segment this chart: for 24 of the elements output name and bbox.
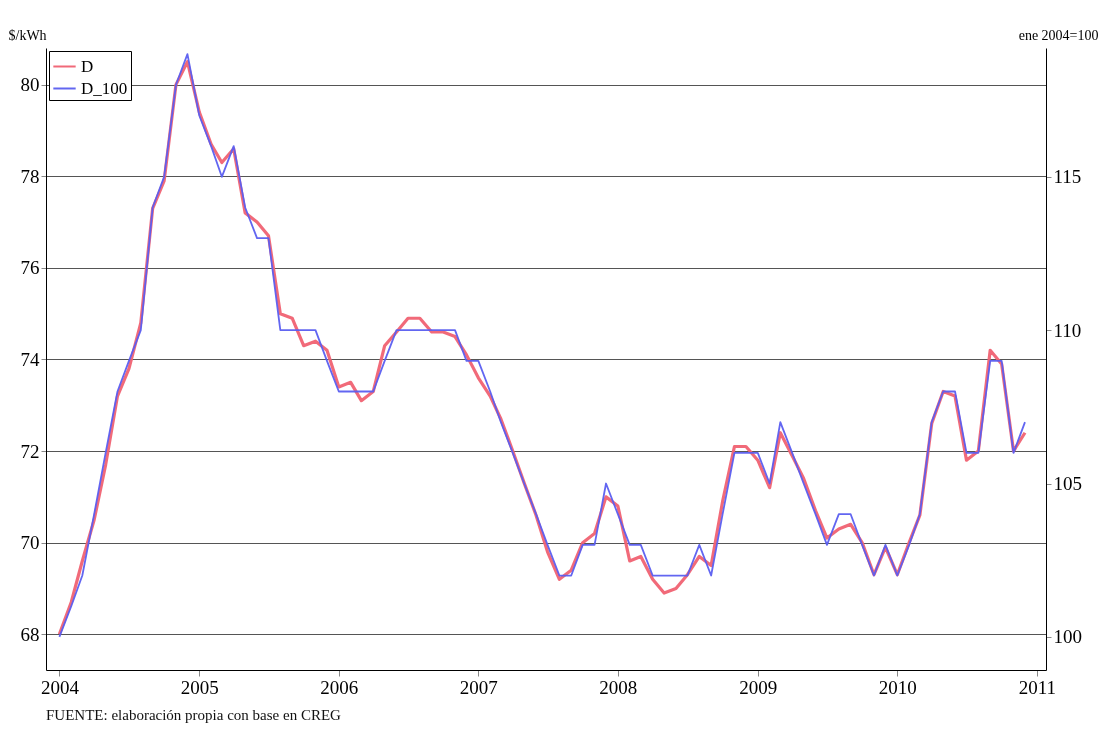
x-tick-label: 2005 xyxy=(180,676,219,698)
y2-tick-label: 115 xyxy=(1053,166,1082,188)
legend-label: D xyxy=(81,56,94,76)
x-tick-label: 2011 xyxy=(1018,676,1056,698)
x-tick-label: 2006 xyxy=(320,676,359,698)
x-tick-label: 2004 xyxy=(40,676,80,698)
y2-axis-title: ene 2004=100 xyxy=(1018,27,1099,43)
y2-tick-label: 100 xyxy=(1053,626,1082,648)
y-tick-label: 76 xyxy=(20,257,40,279)
source-note: FUENTE: elaboración propia con base en CREG xyxy=(46,707,342,724)
x-tick-label: 2007 xyxy=(459,676,498,698)
y2-tick-label: 105 xyxy=(1053,473,1082,495)
y-tick-label: 68 xyxy=(20,623,40,645)
y2-tick-label: 110 xyxy=(1053,319,1082,341)
x-tick-label: 2008 xyxy=(599,676,638,698)
y-tick-label: 74 xyxy=(20,348,40,370)
legend-label: D_100 xyxy=(81,78,128,98)
y-tick-label: 72 xyxy=(20,440,40,462)
x-tick-label: 2009 xyxy=(739,676,778,698)
y-tick-label: 80 xyxy=(20,74,40,96)
y-axis-title: $/kWh xyxy=(8,27,47,43)
y-tick-label: 70 xyxy=(20,532,40,554)
y-tick-label: 78 xyxy=(20,165,40,187)
x-tick-label: 2010 xyxy=(878,676,917,698)
